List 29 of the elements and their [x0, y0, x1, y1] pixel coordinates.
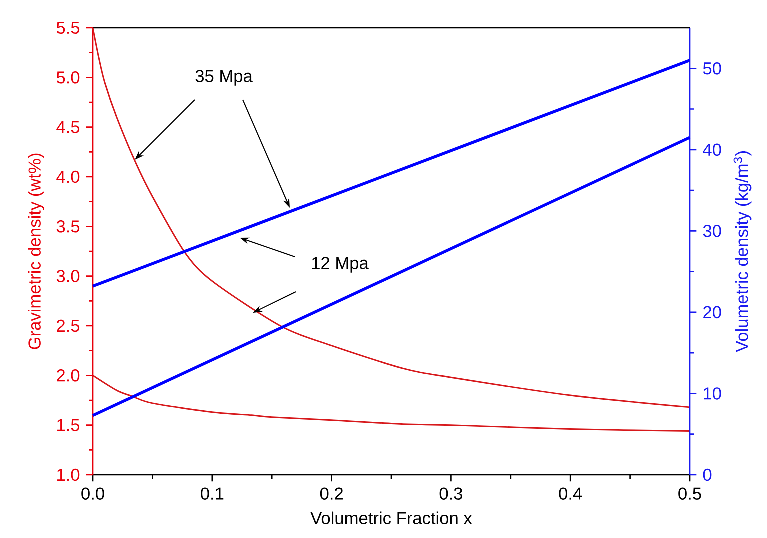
y-tick-label: 3.5 — [56, 220, 80, 233]
y2-tick-label: 0 — [703, 468, 712, 482]
y-tick-label: 4.0 — [56, 170, 80, 184]
y2-tick-label: 10 — [704, 388, 722, 400]
x-axis-title: Volumetric Fraction x — [310, 512, 472, 525]
x-tick-label: 0.4 — [559, 488, 582, 500]
x-tick-label: 0.2 — [320, 488, 343, 500]
x-tick-label: 0.3 — [440, 488, 462, 500]
y-tick-label: 3.0 — [56, 270, 80, 282]
annotation: 12 Mpa — [312, 257, 369, 273]
y2-tick-label: 30 — [703, 225, 722, 238]
y2-tick-label: 40 — [703, 144, 722, 156]
y-tick-label: 5.0 — [56, 72, 80, 84]
y-tick-label: 4.5 — [56, 121, 80, 134]
y-axis-title: Gravimetric density (wt%) — [28, 154, 44, 350]
y2-axis-title: Volumetric density (kg/m$^{3}$) — [734, 152, 752, 352]
y-tick-label: 2.5 — [57, 320, 80, 332]
y-tick-label: 5.5 — [56, 22, 80, 34]
line-series — [92, 374, 691, 432]
y2-tick-label: 20 — [704, 306, 722, 319]
line-series — [92, 27, 691, 408]
y-tick-label: 2.0 — [57, 370, 80, 382]
annotation: 35 Mpa — [196, 70, 253, 86]
x-tick-label: 0.0 — [82, 488, 104, 500]
x-tick-label: 0.5 — [678, 488, 702, 500]
y-tick-label: 1.5 — [58, 419, 80, 432]
x-tick-label: 0.1 — [201, 488, 224, 500]
y-tick-label: 1.0 — [58, 468, 80, 482]
y2-tick-label: 50 — [703, 62, 722, 75]
